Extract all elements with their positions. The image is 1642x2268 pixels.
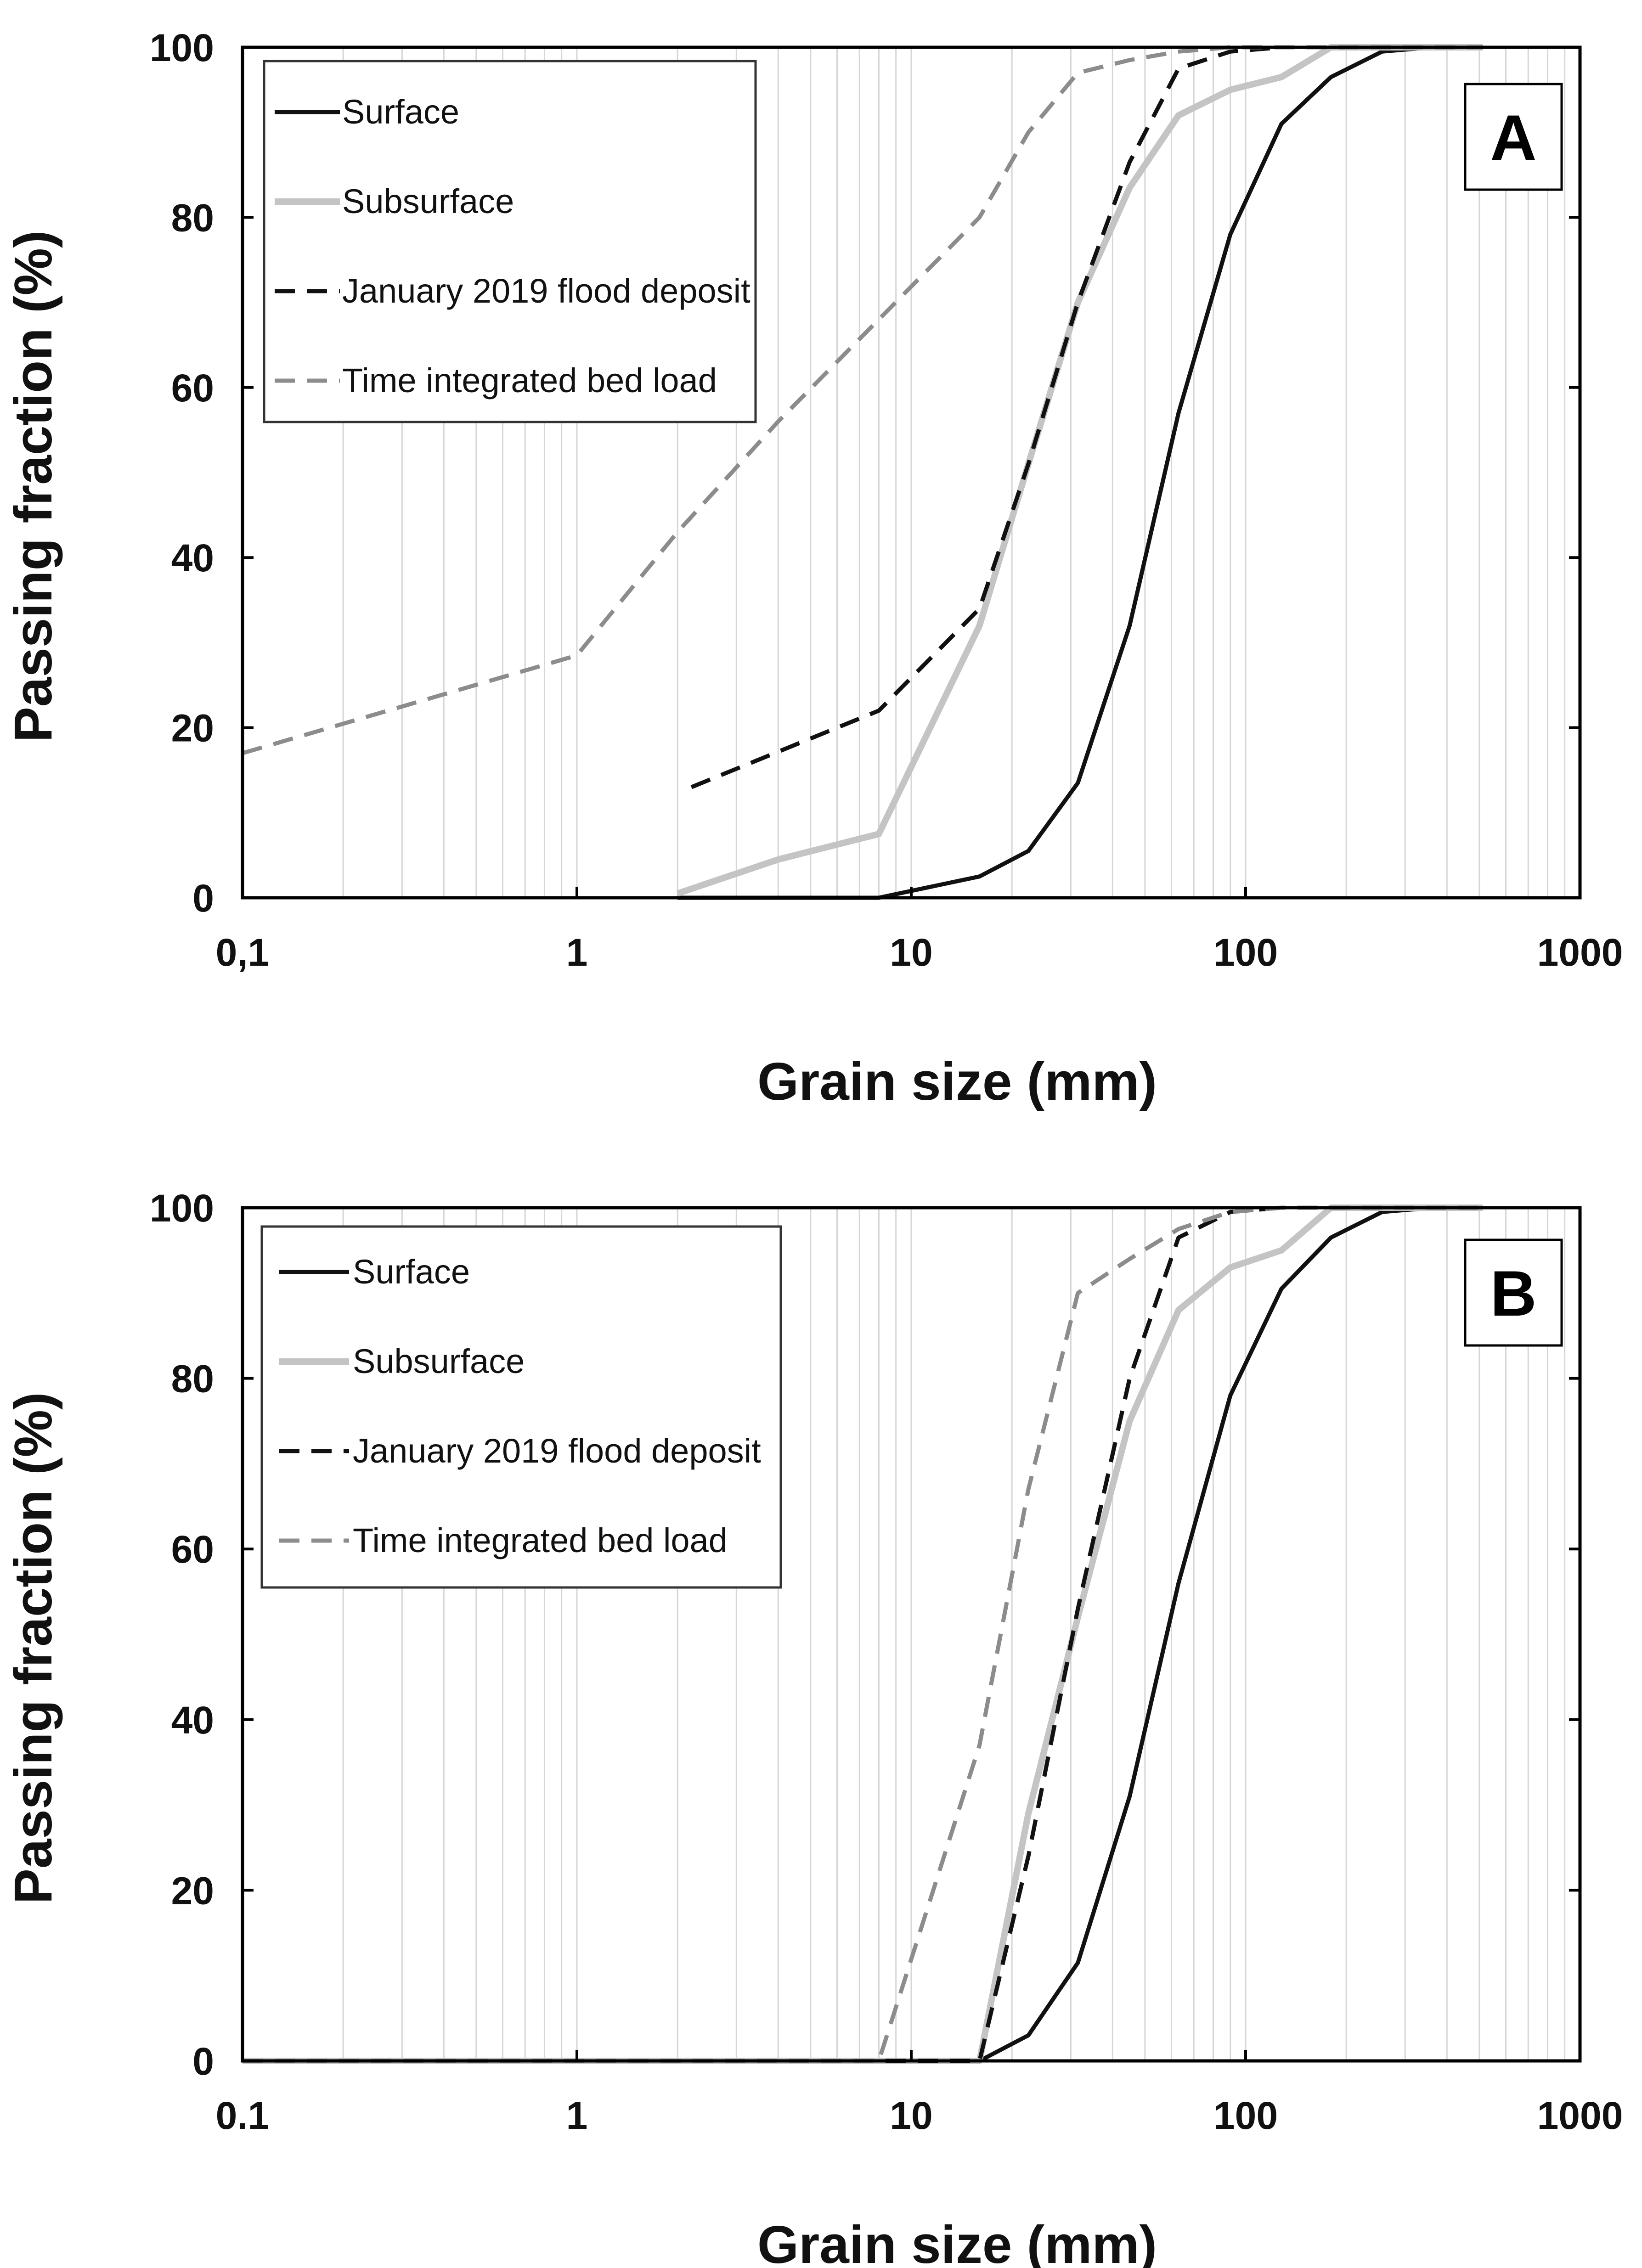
legend-box: [260, 1225, 782, 1589]
x-tick-label: 1: [566, 931, 588, 974]
x-tick-label: 1: [566, 2094, 588, 2137]
y-tick-label: 0: [192, 2040, 214, 2083]
legend: Surface Subsurface January 2019 flood depo…: [263, 60, 757, 423]
y-tick-label: 20: [171, 1869, 214, 1912]
legend-label: Subsurface: [353, 1342, 525, 1380]
panel-label-box: [1464, 83, 1563, 191]
legend-label: Subsurface: [342, 182, 514, 220]
series-line-time-integrated-bed-load: [243, 1205, 1483, 2063]
legend-label: Time integrated bed load: [342, 361, 717, 400]
y-tick-label: 100: [150, 1187, 214, 1230]
legend-box: [263, 60, 757, 423]
x-axis-title: Grain size (mm): [757, 1052, 1157, 1111]
y-tick-label: 80: [171, 196, 214, 239]
x-tick-label: 0.1: [216, 2094, 270, 2137]
y-tick-label: 40: [171, 536, 214, 580]
series-line-january-2019-flood-deposit: [243, 1205, 1282, 2063]
y-tick-label: 60: [171, 1528, 214, 1571]
y-tick-label: 40: [171, 1699, 214, 1742]
legend-label: January 2019 flood deposit: [342, 272, 750, 310]
y-tick-label: 20: [171, 707, 214, 750]
x-tick-label: 100: [1213, 2094, 1278, 2137]
legend-label: Time integrated bed load: [353, 1521, 728, 1559]
series-line-time-integrated-bed-load: [242, 45, 1483, 755]
x-tick-label: 10: [890, 2094, 932, 2137]
panel-label-box: [1464, 1238, 1563, 1347]
series-line-subsurface: [676, 44, 1483, 897]
x-axis-title: Grain size (mm): [757, 2215, 1157, 2268]
chart-panel-b: 0 20 40 60 80 100 0.1 1 10 100 1000 Grain size (mm)…: [3, 1187, 1623, 2268]
panel-label: A: [1490, 101, 1536, 174]
x-tick-label: 1000: [1537, 931, 1623, 974]
series-line-surface: [978, 1205, 1483, 2063]
y-tick-label: 0: [192, 877, 214, 920]
y-tick-label: 100: [150, 26, 214, 69]
series-line-surface: [677, 45, 1483, 900]
legend-label: Surface: [353, 1253, 470, 1291]
y-axis-title: Passing fraction (%): [3, 230, 63, 742]
x-tick-label: 10: [890, 931, 932, 974]
y-tick-label: 60: [171, 366, 214, 410]
legend-label: January 2019 flood deposit: [353, 1432, 761, 1470]
y-tick-label: 80: [171, 1357, 214, 1401]
legend: Surface Subsurface January 2019 flood depo…: [260, 1225, 782, 1589]
chart-panel-a: 0 20 40 60 80 100 0,1 1 10 100 1000 Grain size (mm)…: [3, 26, 1623, 1111]
y-axis-title: Passing fraction (%): [3, 1392, 63, 1904]
legend-label: Surface: [342, 93, 459, 131]
x-tick-label: 100: [1213, 931, 1278, 974]
x-tick-label: 1000: [1537, 2094, 1623, 2137]
x-tick-label: 0,1: [216, 931, 270, 974]
panel-label: B: [1490, 1257, 1536, 1329]
